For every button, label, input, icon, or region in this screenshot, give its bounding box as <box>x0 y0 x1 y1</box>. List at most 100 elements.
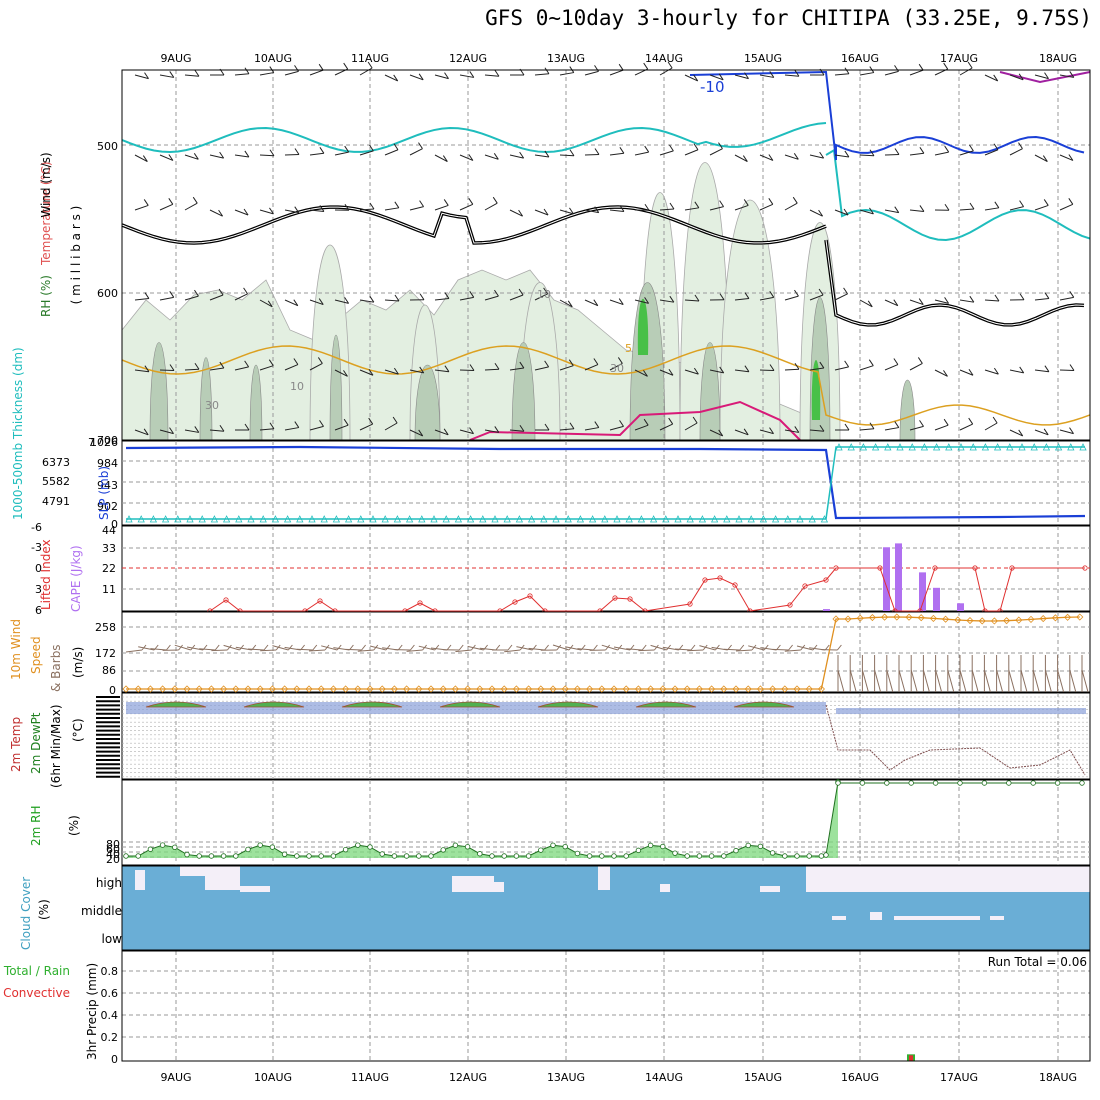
wind-barb <box>984 422 998 431</box>
wind-barb-tick <box>567 300 573 308</box>
li-marker <box>787 602 793 608</box>
rh-marker <box>908 780 914 786</box>
rh-marker <box>586 853 593 859</box>
thickness-marker <box>908 443 916 451</box>
wind-barb-tick <box>742 155 748 162</box>
top-date-axis: 9AUG 10AUG 11AUG 12AUG 13AUG 14AUG 15AUG 16AUG 1… <box>160 52 1077 65</box>
wind-barb <box>159 74 174 78</box>
temp-contour-magenta <box>469 400 801 441</box>
cape-li-panel: -6 -3 0 3 6 44 33 22 11 Lifted Index CAP… <box>31 521 1091 617</box>
wind-barb-tick <box>868 359 874 366</box>
precip-panel: Run Total = 0.06 0.8 0.6 0.4 0.2 0 Total… <box>3 950 1091 1066</box>
wind-marker <box>317 685 325 693</box>
wind10-barb-tick <box>593 644 598 651</box>
wind-barb <box>809 209 823 217</box>
wind-barb-tick <box>294 148 300 155</box>
wind-barb <box>609 362 623 371</box>
wind-barb <box>1009 74 1024 81</box>
thickness-marker <box>1054 443 1063 451</box>
rh-marker <box>957 780 963 786</box>
cloud-gap <box>806 866 822 892</box>
thickness-marker <box>859 443 868 451</box>
thickness-marker <box>1079 443 1087 451</box>
wind-barb-tick <box>243 287 248 295</box>
wind-barb-tick <box>317 357 323 364</box>
cloud-gap <box>894 916 980 920</box>
wind10-barb-tick <box>1057 669 1065 693</box>
wind-barb <box>134 429 149 436</box>
rh-marker <box>477 851 483 857</box>
wind-barb <box>584 209 599 214</box>
wind-barb-tick <box>943 418 949 426</box>
wind-barb <box>884 70 899 76</box>
wind10-barb-tick <box>849 669 857 693</box>
wind10-barb <box>699 645 716 651</box>
wind-barb-tick <box>194 289 199 297</box>
wind-barb-tick <box>918 63 924 71</box>
wind-barb-tick <box>569 149 575 157</box>
wind-barb-tick <box>518 288 524 296</box>
wind-barb <box>1034 429 1049 436</box>
rh-marker <box>257 842 263 848</box>
wind-barb-tick <box>743 428 749 436</box>
wind-barb <box>1034 154 1048 163</box>
wind-barb-tick <box>143 199 149 206</box>
cloud-gap <box>760 886 780 892</box>
wind-barb-tick <box>518 209 523 217</box>
wind-barb <box>634 151 649 156</box>
wind-marker <box>244 685 252 693</box>
wind-barb-tick <box>493 153 499 160</box>
wind-barb <box>134 204 149 211</box>
wind-marker <box>598 685 606 693</box>
wind-marker <box>268 685 276 693</box>
wind-marker <box>451 685 459 693</box>
wind-barb-tick <box>993 143 999 151</box>
wind-barb-tick <box>219 361 225 369</box>
wind10-barb-tick <box>263 644 269 651</box>
wind-barb <box>434 369 449 373</box>
wind-barb <box>434 74 449 80</box>
wind10-barb <box>784 649 801 652</box>
wind10-barb-tick <box>1044 669 1052 693</box>
precip-tick: 0.4 <box>101 1009 119 1022</box>
wind-barb-tick <box>968 417 974 425</box>
wind-barb-tick <box>192 196 198 204</box>
wind-barb-tick <box>294 206 300 213</box>
contour-label: -10 <box>700 78 725 96</box>
cloud-level-middle: middle <box>81 904 122 918</box>
wind-marker <box>476 685 484 693</box>
thickness-marker <box>235 515 243 523</box>
thickness-marker <box>515 515 524 523</box>
wind-barb <box>684 207 699 211</box>
wind-barb-tick <box>368 368 374 376</box>
wind-barb-tick <box>694 294 700 302</box>
thickness-marker <box>491 515 499 523</box>
wind-barb <box>759 429 774 435</box>
temperature-contours <box>121 70 1091 441</box>
rh-marker <box>1079 780 1085 786</box>
wind10-barb-tick <box>458 644 464 651</box>
date-label-bottom: 11AUG <box>351 1071 389 1084</box>
thickness-marker <box>896 443 904 451</box>
rh-core <box>511 342 536 441</box>
upper-grid <box>122 70 1090 440</box>
wind10-barb <box>174 644 191 651</box>
wind-marker <box>390 685 398 693</box>
thickness-marker <box>247 515 255 523</box>
wind-barb-tick <box>319 420 324 427</box>
wind-marker <box>342 685 350 693</box>
li-marker <box>972 565 978 571</box>
wind-barb <box>809 294 824 301</box>
li-tick: 0 <box>35 562 42 575</box>
wind10-barb-tick <box>214 644 220 651</box>
thickness-marker <box>527 515 536 523</box>
wind-barb-tick <box>269 422 275 430</box>
wind-barb-tick <box>718 142 723 149</box>
wind-barb <box>359 423 373 431</box>
wind-barb-tick <box>844 67 850 75</box>
rh-marker <box>330 853 337 859</box>
wind-barb-tick <box>444 292 450 299</box>
wind-barb-tick <box>743 199 749 206</box>
wind-marker <box>917 614 925 622</box>
thickness-marker <box>847 443 855 451</box>
